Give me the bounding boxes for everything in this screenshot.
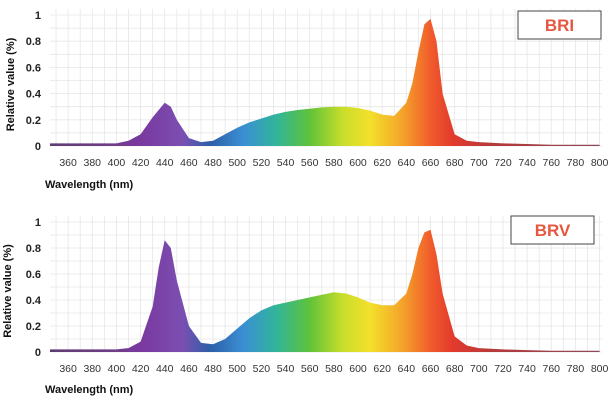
y-tick-label: 0.2 — [26, 321, 41, 333]
x-tick-label: 580 — [325, 157, 343, 169]
y-tick-label: 1 — [35, 10, 41, 22]
x-tick-label: 720 — [494, 363, 512, 375]
x-tick-label: 540 — [277, 157, 295, 169]
y-tick-label: 0.8 — [26, 36, 41, 48]
x-tick-label: 500 — [228, 157, 246, 169]
x-tick-label: 760 — [543, 363, 561, 375]
x-tick-label: 520 — [253, 157, 271, 169]
spectrum-area-bri — [50, 18, 600, 146]
x-axis-label: Wavelength (nm) — [45, 384, 134, 396]
x-tick-label: 800 — [591, 363, 609, 375]
y-tick-label: 1 — [35, 217, 41, 229]
x-tick-label: 600 — [349, 157, 367, 169]
spectrum-area-brv — [50, 229, 600, 352]
x-tick-label: 360 — [59, 157, 77, 169]
x-tick-label: 660 — [422, 157, 440, 169]
x-tick-label: 780 — [567, 157, 585, 169]
x-tick-label: 360 — [59, 363, 77, 375]
x-tick-label: 460 — [180, 157, 198, 169]
x-tick-label: 700 — [470, 363, 488, 375]
x-tick-label: 460 — [180, 363, 198, 375]
x-tick-label: 500 — [228, 363, 246, 375]
x-tick-label: 800 — [591, 157, 609, 169]
legend-badge-label: BRI — [545, 16, 574, 35]
legend-badge-box — [510, 215, 595, 245]
x-tick-label: 420 — [132, 363, 150, 375]
x-tick-label: 680 — [446, 363, 464, 375]
y-axis-label: Relative value (%) — [2, 244, 14, 338]
x-tick-label: 560 — [301, 157, 319, 169]
x-tick-label: 740 — [518, 363, 536, 375]
x-tick-label: 400 — [108, 157, 126, 169]
x-tick-label: 600 — [349, 363, 367, 375]
x-axis-label: Wavelength (nm) — [45, 179, 134, 191]
x-tick-label: 380 — [84, 157, 102, 169]
x-tick-label: 740 — [518, 157, 536, 169]
x-tick-label: 480 — [204, 157, 222, 169]
y-tick-label: 0 — [35, 347, 41, 359]
x-tick-label: 540 — [277, 363, 295, 375]
y-tick-label: 0.6 — [26, 62, 41, 74]
y-tick-label: 0.2 — [26, 115, 41, 127]
x-tick-label: 780 — [567, 363, 585, 375]
x-tick-label: 760 — [543, 157, 561, 169]
x-tick-label: 700 — [470, 157, 488, 169]
x-tick-label: 580 — [325, 363, 343, 375]
chart-brv: 360 380 400 420 440 460 480 500 520 540 560 580 600 6… — [2, 215, 609, 396]
x-tick-label: 440 — [156, 363, 174, 375]
x-tick-label: 560 — [301, 363, 319, 375]
x-tick-label: 520 — [253, 363, 271, 375]
y-tick-label: 0.4 — [26, 89, 42, 101]
x-tick-label: 420 — [132, 157, 150, 169]
x-tick-label: 380 — [84, 363, 102, 375]
x-tick-label: 640 — [398, 157, 416, 169]
chart-bri: 360 380 400 420 440 460 480 500 520 540 560 580 600 6… — [5, 9, 608, 191]
x-tick-label: 640 — [398, 363, 416, 375]
y-tick-label: 0.6 — [26, 269, 41, 281]
x-tick-label: 400 — [108, 363, 126, 375]
y-tick-label: 0.8 — [26, 243, 41, 255]
x-tick-label: 480 — [204, 363, 222, 375]
x-tick-label: 620 — [373, 157, 391, 169]
legend-badge-box — [517, 10, 602, 40]
x-tick-label: 680 — [446, 157, 464, 169]
y-tick-label: 0.4 — [26, 295, 42, 307]
x-tick-label: 620 — [373, 363, 391, 375]
x-tick-label: 720 — [494, 157, 512, 169]
y-tick-label: 0 — [35, 141, 41, 153]
legend-badge-label: BRV — [535, 221, 571, 240]
y-axis-label: Relative value (%) — [5, 37, 17, 131]
x-tick-label: 660 — [422, 363, 440, 375]
x-tick-label: 440 — [156, 157, 174, 169]
